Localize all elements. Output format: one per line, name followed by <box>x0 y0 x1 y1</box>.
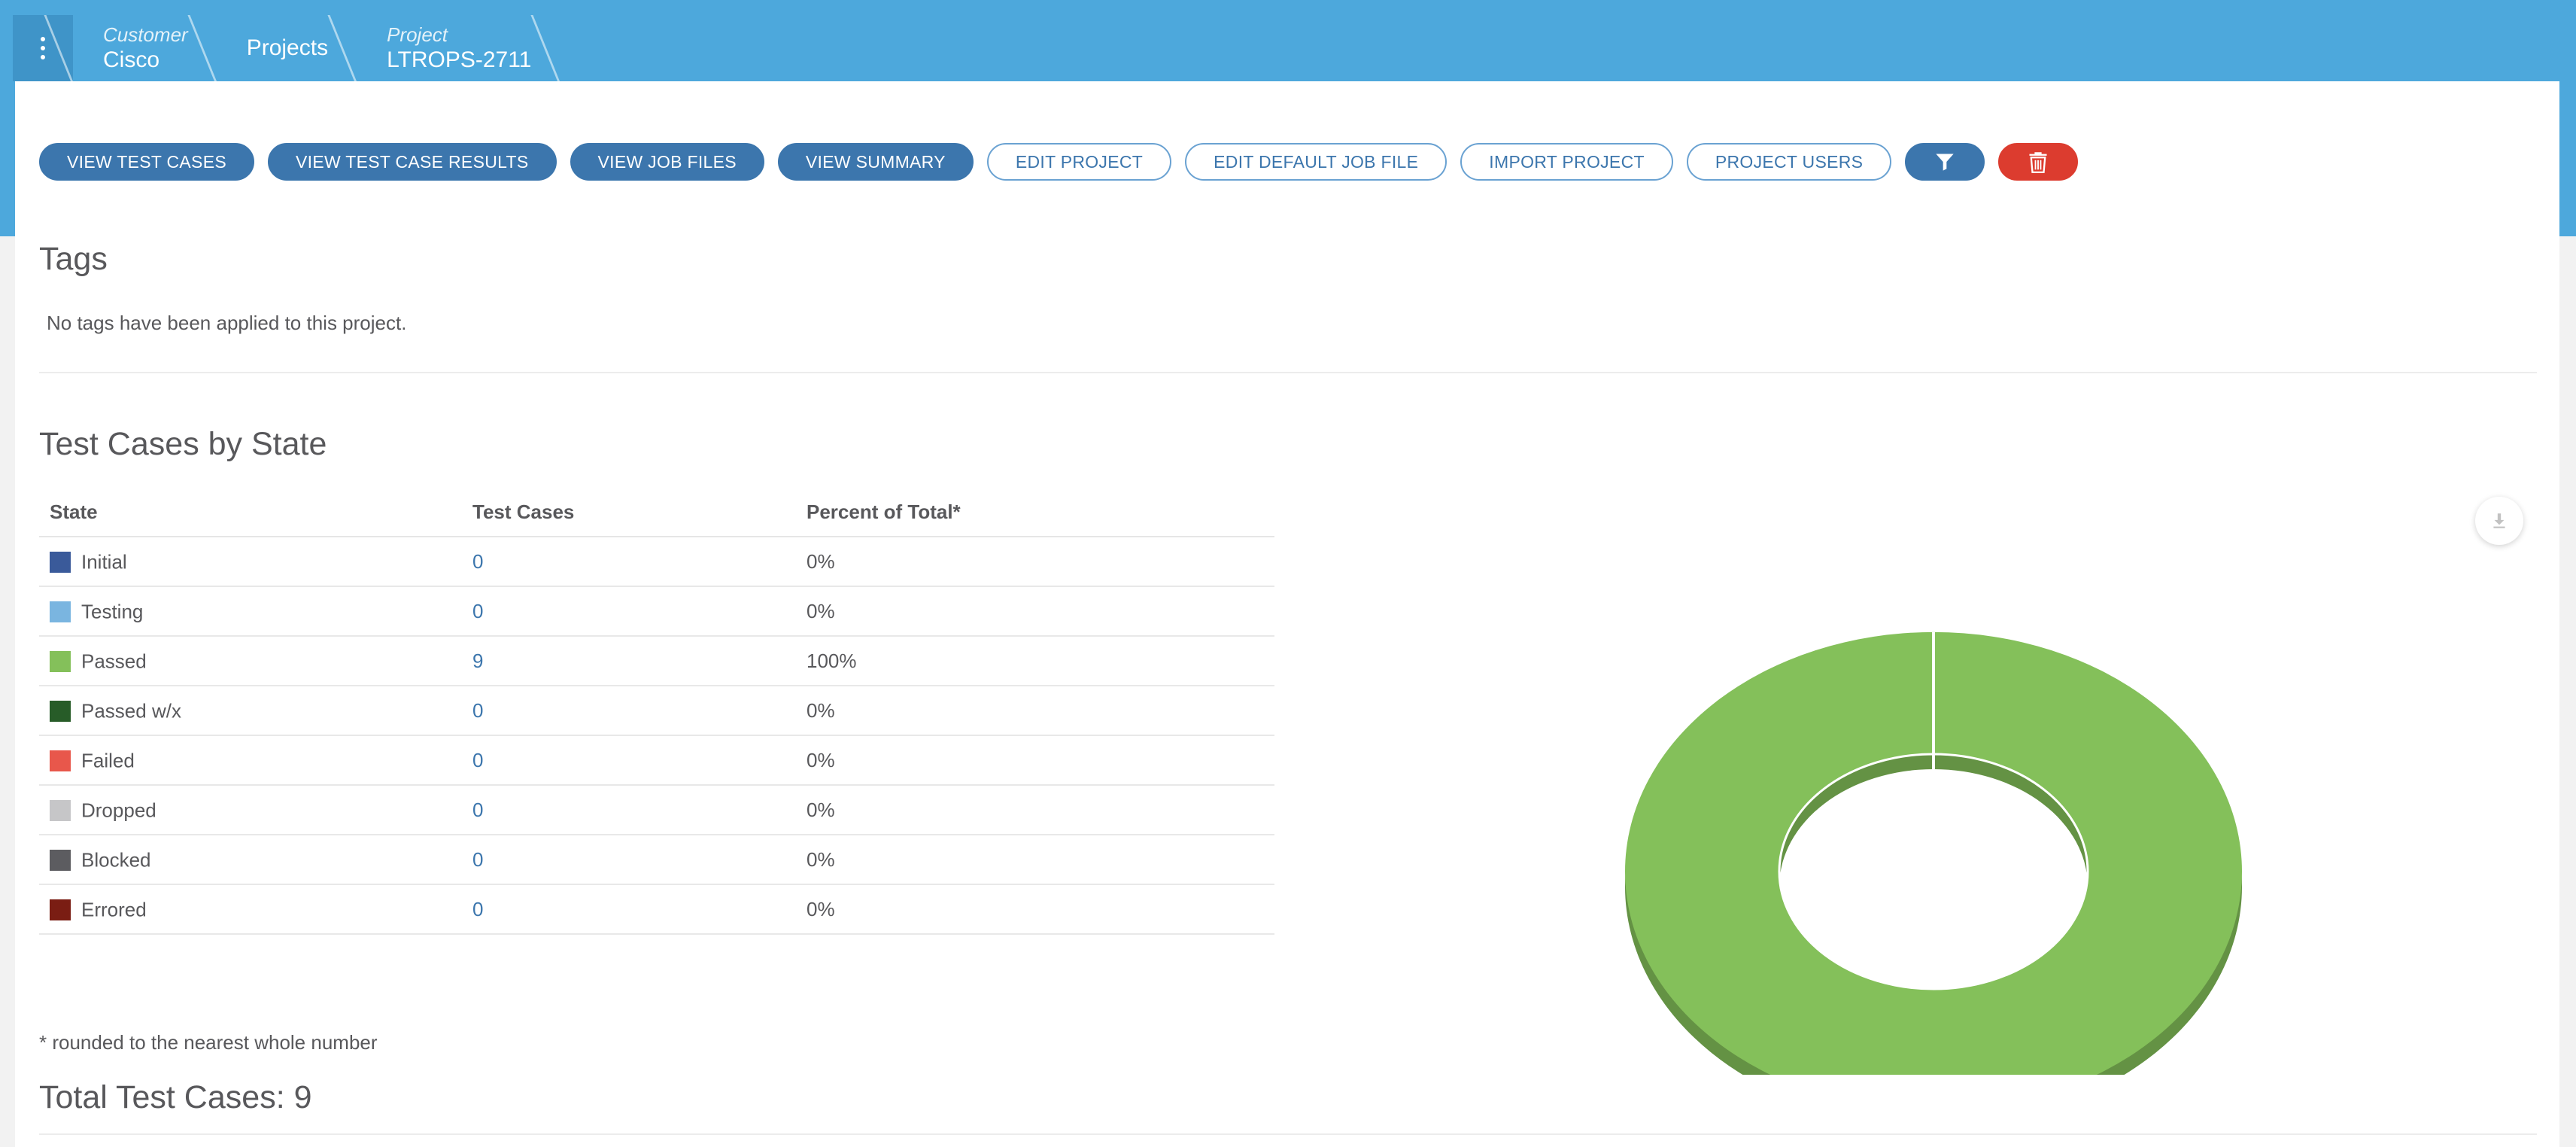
test-cases-by-state-table: State Test Cases Percent of Total* Initi… <box>39 488 1274 935</box>
view-test-case-results-button[interactable]: VIEW TEST CASE RESULTS <box>267 143 557 181</box>
table-row: Initial 0 0% <box>39 537 1274 587</box>
state-name: Blocked <box>81 848 151 872</box>
edit-default-job-file-button[interactable]: EDIT DEFAULT JOB FILE <box>1185 143 1447 181</box>
filter-icon <box>1936 154 1954 171</box>
breadcrumb-projects-label: Projects <box>246 35 329 60</box>
state-color-swatch <box>50 551 71 573</box>
test-case-count-cell: 0 <box>462 785 796 835</box>
percent-cell: 0% <box>796 785 1274 835</box>
percent-cell: 0% <box>796 835 1274 885</box>
test-case-count-link[interactable]: 0 <box>472 798 484 821</box>
test-case-count-link[interactable]: 0 <box>472 748 484 771</box>
state-cell: Passed w/x <box>39 686 462 736</box>
percent-cell: 100% <box>796 636 1274 686</box>
project-users-button[interactable]: PROJECT USERS <box>1686 143 1892 181</box>
donut-slice-passed[interactable] <box>1625 632 2242 1075</box>
delete-project-button[interactable] <box>1998 143 2079 181</box>
bottom-divider <box>39 1133 2537 1135</box>
state-cell: Failed <box>39 735 462 786</box>
breadcrumb-projects[interactable]: Projects <box>217 15 357 81</box>
chart-download-button[interactable] <box>2475 497 2523 545</box>
table-row: Passed 9 100% <box>39 636 1274 686</box>
state-name: Dropped <box>81 799 156 822</box>
filter-button[interactable] <box>1905 143 1985 181</box>
table-row: Failed 0 0% <box>39 735 1274 786</box>
state-name: Passed <box>81 650 147 673</box>
state-color-swatch <box>50 700 71 722</box>
column-header-percent: Percent of Total* <box>796 488 1274 537</box>
table-row: Passed w/x 0 0% <box>39 686 1274 736</box>
breadcrumb-project-value: LTROPS-2711 <box>387 47 532 72</box>
edit-project-button[interactable]: EDIT PROJECT <box>986 143 1172 181</box>
column-header-test-cases: Test Cases <box>462 488 796 537</box>
test-case-count-cell: 0 <box>462 686 796 736</box>
test-case-count-link[interactable]: 0 <box>472 698 484 722</box>
percent-cell: 0% <box>796 537 1274 587</box>
table-body: Initial 0 0% Testing 0 0% Passed 9 100% Passed w/… <box>39 537 1274 935</box>
column-header-state: State <box>39 488 462 537</box>
state-name: Testing <box>81 600 144 623</box>
tags-empty-message: No tags have been applied to this projec… <box>47 312 407 334</box>
state-name: Errored <box>81 898 147 921</box>
total-test-cases: Total Test Cases: 9 <box>39 1079 312 1115</box>
percent-cell: 0% <box>796 686 1274 736</box>
state-color-swatch <box>50 601 71 622</box>
test-case-count-cell: 0 <box>462 586 796 637</box>
state-color-swatch <box>50 849 71 871</box>
test-case-count-link[interactable]: 0 <box>472 897 484 920</box>
donut-inner-edge <box>1778 753 2089 990</box>
breadcrumb-project[interactable]: Project LTROPS-2711 <box>357 15 560 81</box>
state-name: Passed w/x <box>81 699 181 723</box>
download-icon <box>2493 513 2505 528</box>
table-row: Testing 0 0% <box>39 586 1274 637</box>
view-summary-button[interactable]: VIEW SUMMARY <box>777 143 974 181</box>
trash-icon <box>2029 152 2047 173</box>
test-case-count-cell: 0 <box>462 835 796 885</box>
test-case-count-cell: 9 <box>462 636 796 686</box>
breadcrumb-project-label: Project <box>387 23 448 46</box>
test-cases-by-state-heading: Test Cases by State <box>39 426 327 462</box>
state-color-swatch <box>50 650 71 672</box>
state-cell: Testing <box>39 586 462 637</box>
state-color-swatch <box>50 799 71 821</box>
breadcrumb-customer[interactable]: Customer Cisco <box>73 15 217 81</box>
state-name: Failed <box>81 749 135 772</box>
test-case-count-link[interactable]: 0 <box>472 549 484 573</box>
state-name: Initial <box>81 550 127 574</box>
menu-button[interactable] <box>13 15 73 81</box>
table-header-row: State Test Cases Percent of Total* <box>39 488 1274 537</box>
percent-cell: 0% <box>796 735 1274 786</box>
percent-cell: 0% <box>796 586 1274 637</box>
section-divider <box>39 372 2537 373</box>
percent-cell: 0% <box>796 884 1274 935</box>
test-case-count-link[interactable]: 9 <box>472 649 484 672</box>
state-cell: Blocked <box>39 835 462 885</box>
state-cell: Initial <box>39 537 462 587</box>
view-test-cases-button[interactable]: VIEW TEST CASES <box>39 143 254 181</box>
test-cases-donut-chart <box>1625 632 2242 1075</box>
tags-heading: Tags <box>39 241 108 277</box>
view-job-files-button[interactable]: VIEW JOB FILES <box>570 143 764 181</box>
main-panel: VIEW TEST CASES VIEW TEST CASE RESULTS V… <box>15 81 2559 1147</box>
table-row: Errored 0 0% <box>39 884 1274 935</box>
state-color-swatch <box>50 899 71 920</box>
test-case-count-link[interactable]: 0 <box>472 599 484 622</box>
import-project-button[interactable]: IMPORT PROJECT <box>1460 143 1673 181</box>
project-toolbar: VIEW TEST CASES VIEW TEST CASE RESULTS V… <box>39 143 2079 181</box>
state-cell: Errored <box>39 884 462 935</box>
test-case-count-cell: 0 <box>462 537 796 587</box>
vertical-dots-icon <box>41 37 45 59</box>
table-row: Dropped 0 0% <box>39 785 1274 835</box>
state-cell: Dropped <box>39 785 462 835</box>
test-case-count-cell: 0 <box>462 884 796 935</box>
rounding-footnote: * rounded to the nearest whole number <box>39 1031 378 1054</box>
state-cell: Passed <box>39 636 462 686</box>
breadcrumb-customer-value: Cisco <box>103 47 160 72</box>
state-color-swatch <box>50 750 71 771</box>
breadcrumb-customer-label: Customer <box>103 23 188 46</box>
test-case-count-link[interactable]: 0 <box>472 847 484 871</box>
breadcrumb: Customer Cisco Projects Project LTROPS-2… <box>13 15 560 81</box>
test-case-count-cell: 0 <box>462 735 796 786</box>
table-row: Blocked 0 0% <box>39 835 1274 885</box>
